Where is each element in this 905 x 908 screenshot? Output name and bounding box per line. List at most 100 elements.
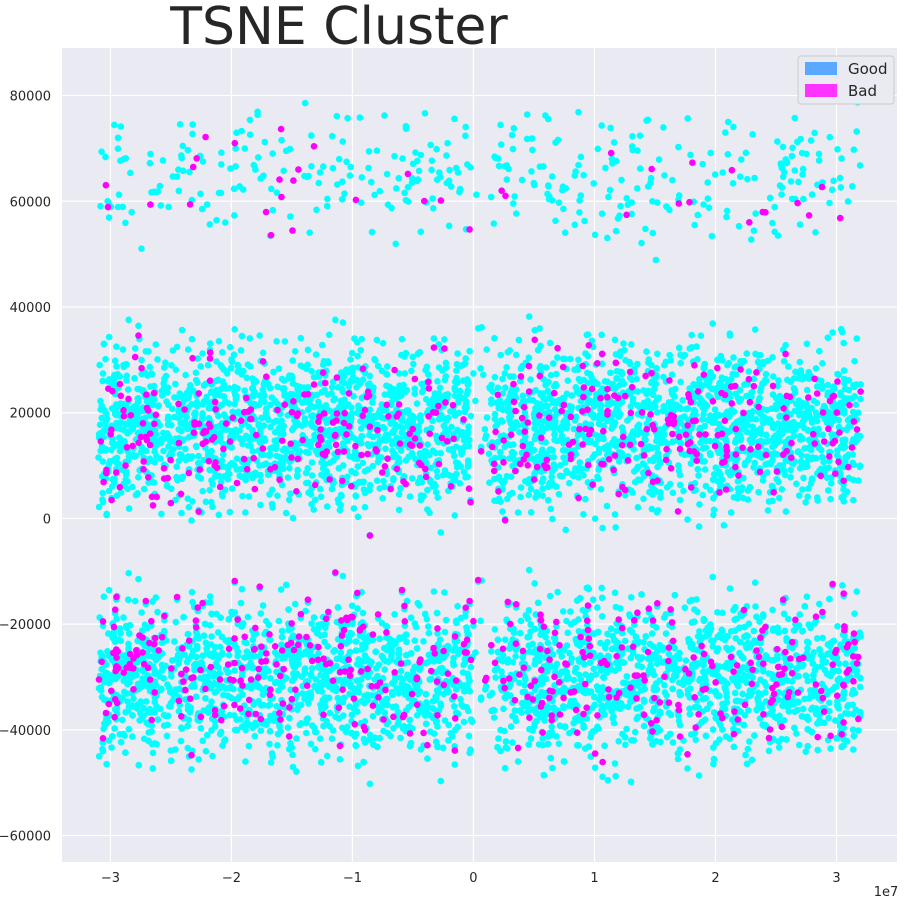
point-good — [365, 164, 372, 172]
point-good — [369, 713, 377, 720]
point-good — [308, 500, 315, 508]
point-good — [366, 380, 373, 388]
point-good — [390, 475, 397, 482]
point-good — [179, 142, 187, 150]
point-good — [234, 362, 241, 370]
point-good — [317, 493, 325, 501]
point-good — [240, 367, 247, 375]
point-good — [546, 339, 554, 347]
point-good — [462, 123, 470, 131]
point-good — [280, 167, 288, 175]
point-good — [427, 141, 435, 149]
point-good — [514, 509, 522, 516]
point-good — [716, 412, 723, 419]
point-good — [195, 756, 202, 763]
point-good — [406, 411, 414, 418]
point-good — [649, 198, 656, 205]
point-good — [804, 426, 812, 434]
point-good — [334, 181, 341, 188]
point-good — [700, 201, 707, 208]
point-good — [117, 123, 125, 130]
point-good — [590, 398, 597, 405]
point-good — [673, 401, 680, 409]
point-good — [428, 166, 435, 174]
point-good — [376, 187, 384, 195]
point-good — [795, 369, 803, 377]
point-good — [462, 132, 469, 140]
point-good — [138, 245, 145, 252]
point-good — [257, 501, 264, 509]
point-good — [102, 355, 109, 363]
point-good — [834, 447, 841, 454]
point-good — [389, 447, 396, 455]
point-good — [628, 487, 635, 495]
point-good — [559, 355, 567, 363]
point-good — [215, 337, 223, 345]
point-good — [531, 326, 538, 334]
point-good — [413, 712, 421, 719]
point-good — [706, 450, 714, 457]
point-good — [819, 360, 826, 367]
point-good — [449, 445, 456, 453]
point-good — [341, 190, 348, 197]
point-good — [298, 422, 306, 430]
point-good — [694, 211, 702, 219]
scatter-points — [95, 99, 864, 788]
point-good — [661, 431, 668, 438]
point-good — [111, 475, 118, 483]
point-good — [409, 353, 417, 361]
point-good — [633, 454, 640, 462]
point-good — [799, 165, 807, 173]
point-good — [103, 511, 110, 519]
point-good — [358, 432, 366, 440]
point-good — [650, 457, 657, 465]
point-good — [660, 124, 667, 131]
point-good — [643, 348, 650, 355]
point-good — [206, 599, 214, 606]
point-good — [125, 316, 132, 324]
point-good — [850, 496, 857, 504]
point-good — [826, 133, 834, 141]
point-good — [598, 122, 605, 129]
point-good — [177, 737, 185, 745]
point-good — [263, 405, 270, 413]
point-good — [100, 340, 108, 348]
point-good — [346, 172, 354, 179]
point-good — [392, 388, 399, 396]
point-good — [456, 480, 464, 487]
point-good — [435, 390, 443, 397]
point-good — [590, 414, 597, 421]
point-good — [274, 492, 281, 500]
point-good — [776, 182, 784, 189]
point-good — [124, 386, 132, 393]
point-good — [615, 413, 623, 421]
point-good — [256, 332, 264, 339]
point-good — [657, 489, 664, 496]
point-good — [507, 373, 514, 380]
point-good — [95, 503, 103, 511]
point-good — [612, 524, 619, 531]
point-good — [755, 488, 762, 496]
point-good — [173, 463, 180, 471]
point-good — [315, 179, 323, 187]
point-good — [634, 147, 641, 154]
point-good — [531, 470, 538, 477]
point-good — [563, 390, 571, 398]
point-good — [157, 202, 165, 209]
point-good — [473, 191, 480, 198]
point-good — [182, 371, 189, 379]
point-good — [662, 358, 670, 366]
point-good — [246, 116, 254, 124]
point-good — [357, 346, 365, 354]
point-good — [597, 406, 604, 414]
point-good — [636, 165, 644, 172]
point-good — [512, 419, 520, 426]
point-good — [417, 496, 425, 504]
point-good — [404, 420, 411, 427]
point-good — [643, 117, 650, 124]
point-good — [790, 375, 798, 382]
point-good — [700, 365, 708, 372]
point-good — [411, 385, 419, 393]
point-good — [227, 364, 235, 372]
